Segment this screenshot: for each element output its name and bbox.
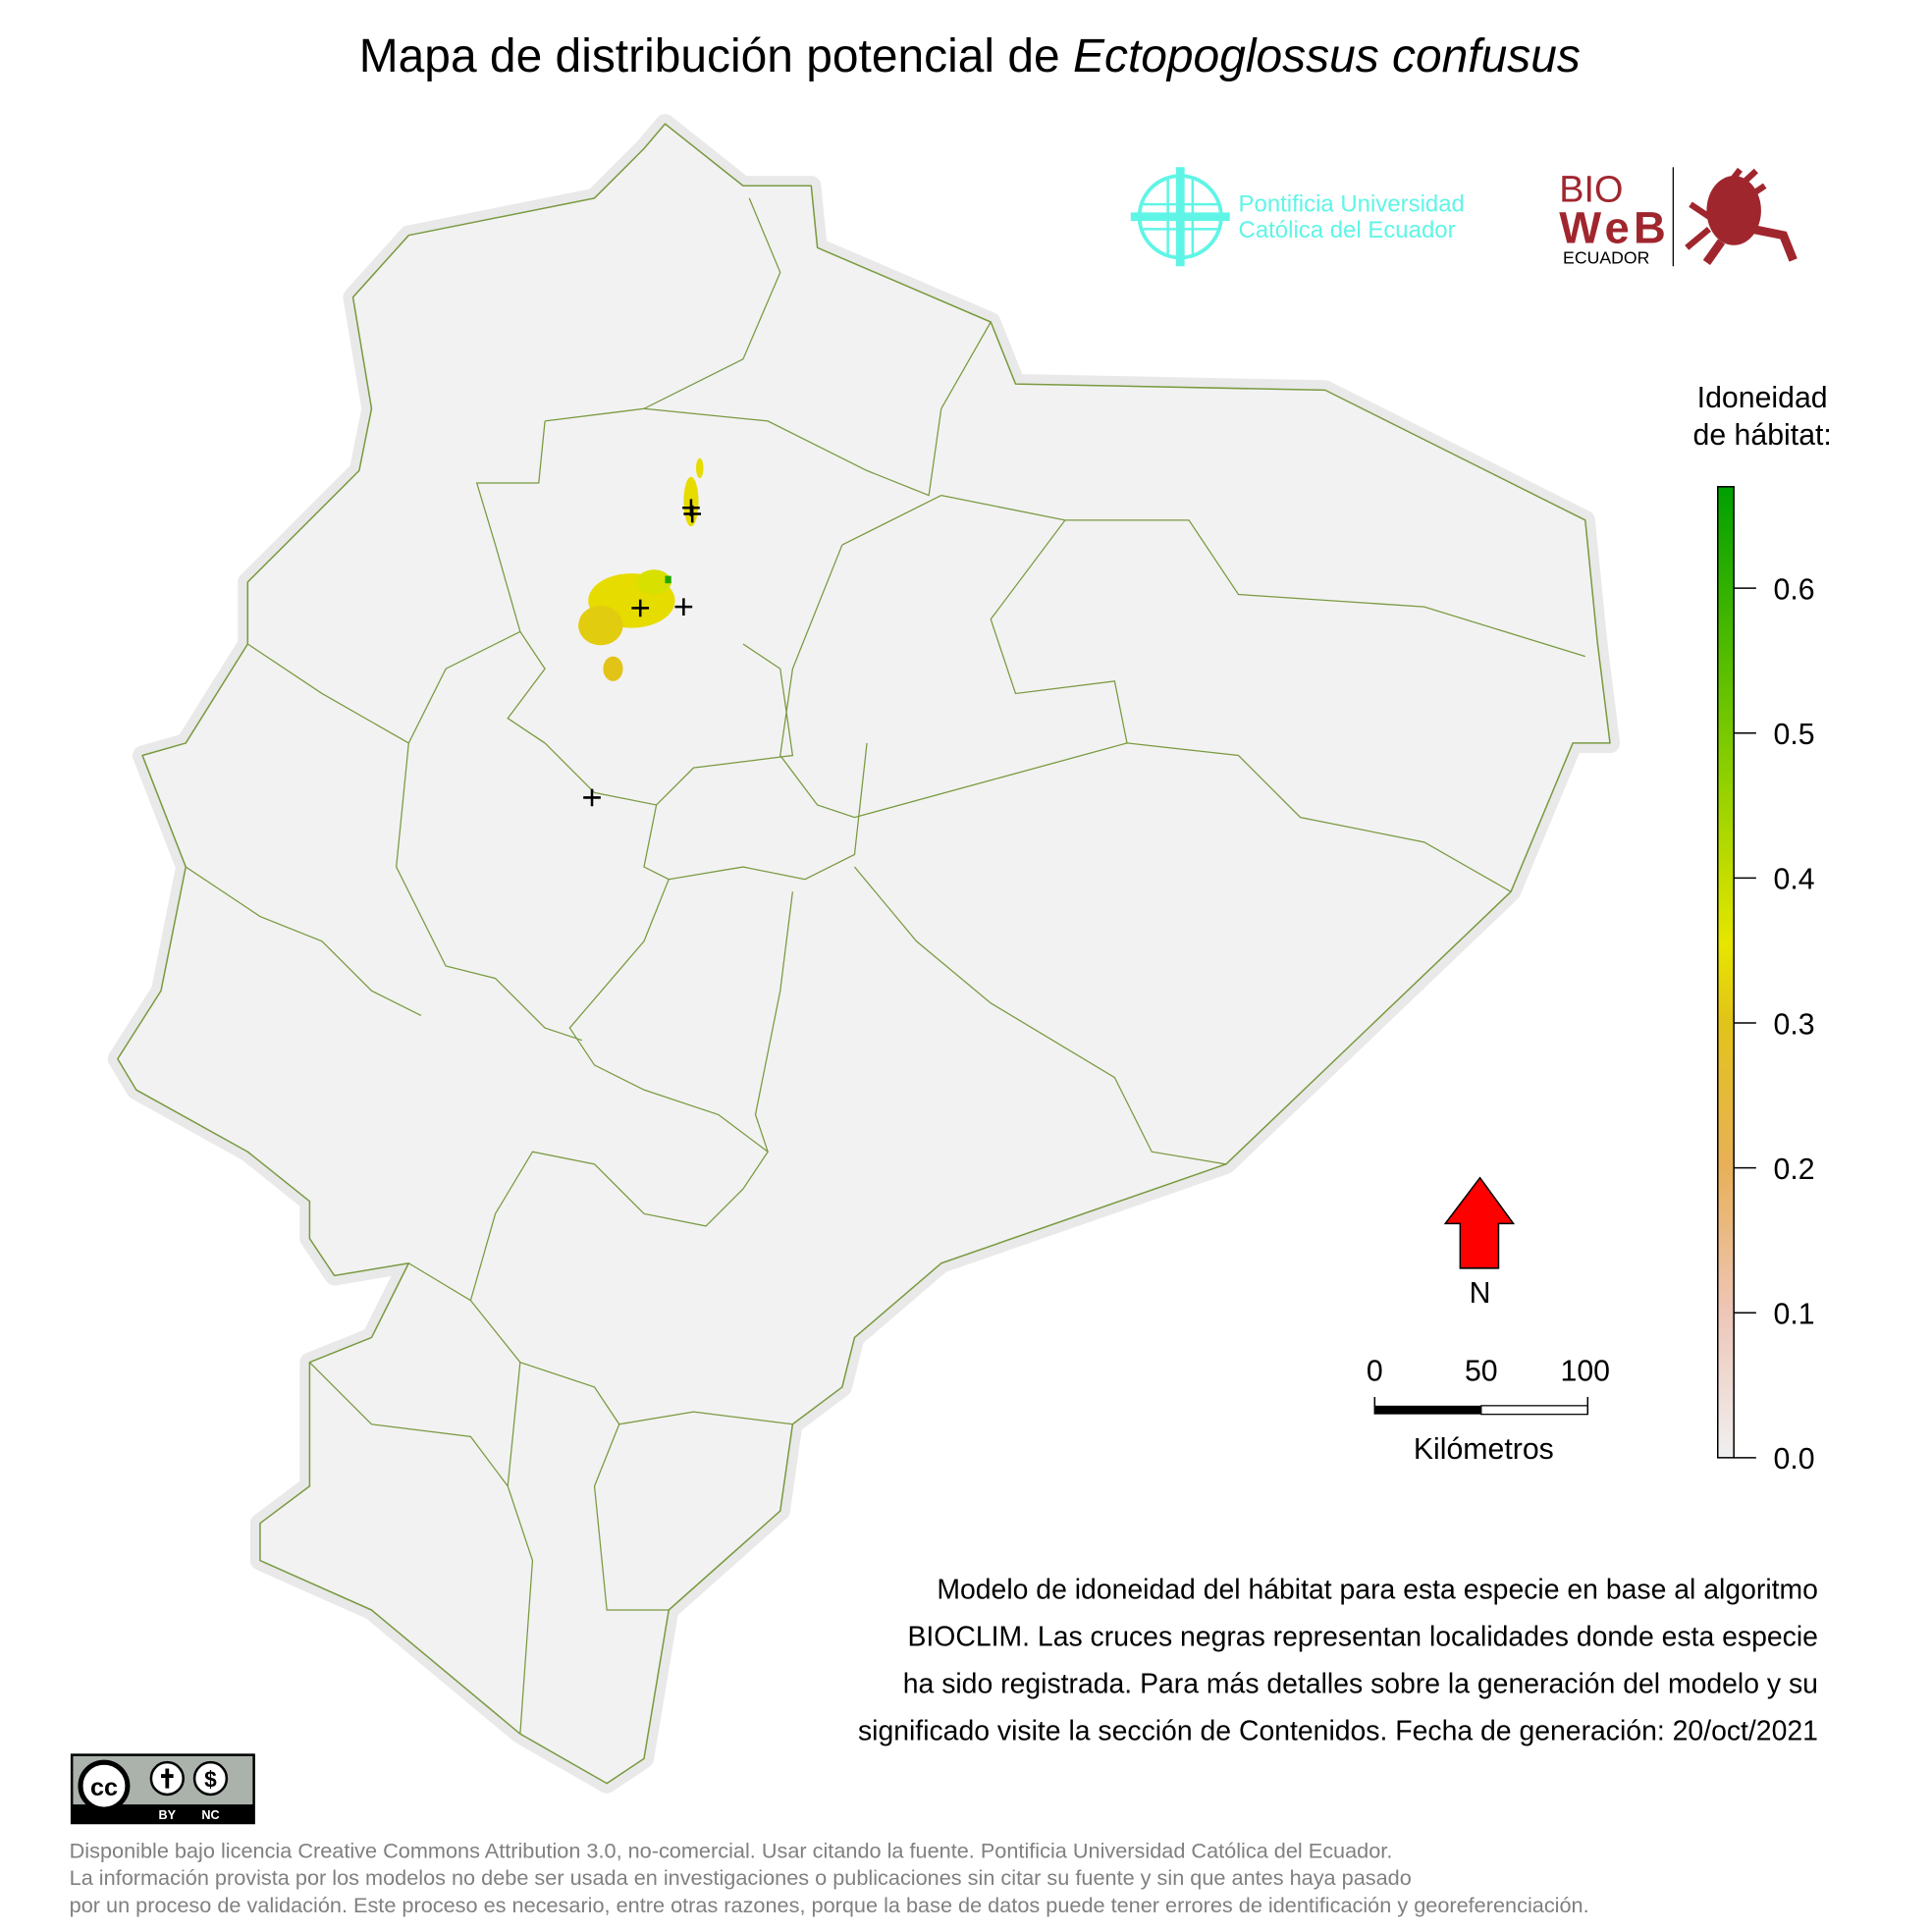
scale-label-0: 0 [1367, 1356, 1383, 1388]
legend-tick-label: 0.3 [1774, 1008, 1815, 1041]
suitability-patch [665, 575, 671, 584]
scale-label-50: 50 [1465, 1356, 1498, 1388]
puce-name-line2: Católica del Ecuador [1239, 217, 1456, 243]
suitability-patch [578, 605, 623, 646]
footer-line: La información provista por los modelos … [70, 1865, 1412, 1890]
bioweb-ecuador: ECUADOR [1563, 248, 1649, 268]
suitability-patch [636, 569, 671, 595]
ecuador-map [107, 114, 1621, 1794]
description-line: significado visite la sección de Conteni… [858, 1715, 1818, 1746]
legend: Idoneidad de hábitat: 0.0 0.1 0.2 0.3 0.4 0.5… [1692, 382, 1831, 1476]
puce-logo: Pontificia Universidad Católica del Ecua… [1130, 167, 1465, 267]
svg-text:BY: BY [159, 1808, 177, 1822]
locality-cross [674, 598, 693, 616]
map-title: Mapa de distribución potencial de Ectopo… [359, 30, 1581, 82]
description-line: BIOCLIM. Las cruces negras representan l… [907, 1622, 1817, 1653]
puce-cross-icon [1130, 167, 1230, 267]
scale-bar: 0 50 100 Kilómetros [1367, 1356, 1610, 1466]
bioweb-logo: BIO WeB ECUADOR [1559, 167, 1798, 268]
legend-tick-label: 0.5 [1774, 719, 1815, 751]
footer-line: Disponible bajo licencia Creative Common… [70, 1838, 1393, 1862]
legend-tick-label: 0.0 [1774, 1443, 1815, 1476]
locality-markers [583, 499, 702, 807]
scale-end-ticks [1373, 1397, 1589, 1415]
province-borders [185, 197, 1585, 1735]
locality-cross [631, 599, 650, 617]
description-line: Modelo de idoneidad del hábitat para est… [937, 1575, 1818, 1606]
legend-tick-label: 0.1 [1774, 1299, 1815, 1331]
svg-text:NC: NC [201, 1808, 219, 1822]
frog-icon [1685, 167, 1798, 265]
north-label: N [1470, 1277, 1491, 1310]
legend-colorbar [1716, 486, 1735, 1459]
country-outline [117, 123, 1611, 1785]
scale-segment-white [1480, 1405, 1588, 1416]
bioweb-web: WeB [1559, 202, 1665, 252]
suitability-patch [603, 656, 623, 681]
suitability-patch [695, 457, 704, 478]
legend-title-line2: de hábitat: [1692, 419, 1831, 452]
puce-name-line1: Pontificia Universidad [1239, 191, 1465, 218]
locality-cross [683, 505, 702, 523]
cc-icon [78, 1759, 131, 1812]
svg-text:$: $ [204, 1766, 217, 1792]
legend-title-line1: Idoneidad [1697, 382, 1828, 414]
legend-tick-label: 0.6 [1774, 573, 1815, 606]
description: Modelo de idoneidad del hábitat para est… [858, 1575, 1818, 1747]
legend-tick-label: 0.2 [1774, 1154, 1815, 1186]
locality-cross [583, 788, 601, 807]
footer-line: por un proceso de validación. Este proce… [70, 1893, 1589, 1917]
bioweb-bio: BIO [1559, 170, 1623, 211]
license-footer: Disponible bajo licencia Creative Common… [70, 1838, 1589, 1917]
scale-segment-black [1374, 1405, 1481, 1415]
description-line: ha sido registrada. Para más detalles so… [903, 1669, 1818, 1700]
north-arrow: N [1443, 1176, 1516, 1310]
legend-tick-label: 0.4 [1774, 864, 1815, 896]
legend-ticks: 0.0 0.1 0.2 0.3 0.4 0.5 0.6 [1734, 573, 1815, 1476]
cc-license-badge[interactable]: cc $ BY NC [70, 1753, 255, 1825]
nc-icon [192, 1760, 229, 1797]
svg-text:cc: cc [90, 1774, 118, 1801]
north-arrow-icon [1443, 1176, 1516, 1269]
scale-label-100: 100 [1561, 1356, 1611, 1388]
scale-unit: Kilómetros [1414, 1433, 1554, 1466]
